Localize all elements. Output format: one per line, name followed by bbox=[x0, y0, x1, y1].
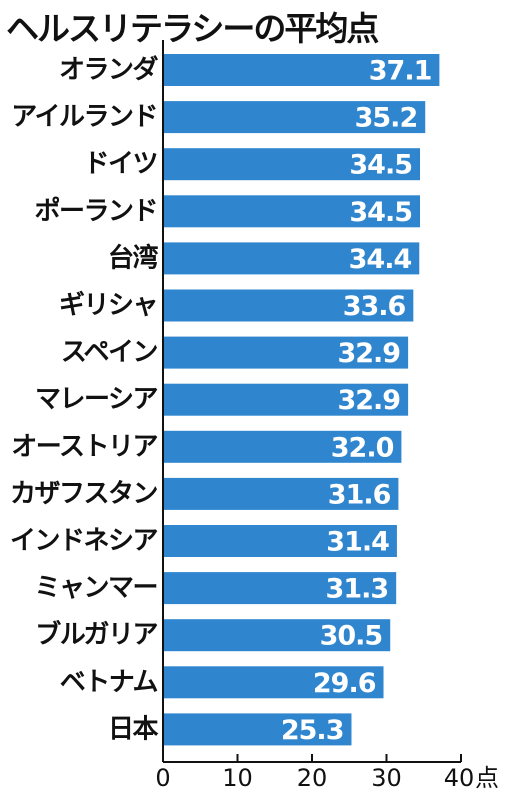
bar bbox=[163, 430, 402, 463]
bar bbox=[163, 383, 409, 416]
value-label: 33.6 bbox=[343, 291, 406, 322]
category-label: スペイン bbox=[61, 338, 158, 368]
bar bbox=[163, 195, 421, 228]
category-label: インドネシア bbox=[10, 526, 158, 556]
category-label: カザフスタン bbox=[10, 479, 158, 509]
category-label: マレーシア bbox=[35, 385, 157, 415]
value-label: 31.4 bbox=[326, 527, 389, 558]
bar bbox=[163, 619, 391, 652]
bar bbox=[163, 525, 397, 557]
x-tick-label: 40 bbox=[444, 764, 475, 792]
value-label: 34.4 bbox=[349, 244, 412, 275]
category-label: ベトナム bbox=[60, 667, 158, 697]
category-label: ポーランド bbox=[34, 195, 157, 226]
value-label: 31.6 bbox=[328, 479, 391, 510]
chart-title: ヘルスリテラシーの平均点 bbox=[6, 9, 379, 48]
bar bbox=[163, 666, 384, 699]
category-label: オーストリア bbox=[11, 432, 157, 462]
bar bbox=[163, 148, 421, 181]
x-tick-label: 0 bbox=[155, 764, 170, 792]
category-label: 台湾 bbox=[108, 242, 159, 273]
value-label: 25.3 bbox=[281, 715, 344, 746]
category-label: ドイツ bbox=[83, 149, 157, 179]
value-label: 29.6 bbox=[313, 668, 376, 699]
category-label: ブルガリア bbox=[35, 619, 157, 650]
x-tick-label: 20 bbox=[297, 764, 328, 792]
bar bbox=[163, 242, 420, 275]
bar bbox=[163, 713, 352, 746]
category-label: アイルランド bbox=[11, 102, 157, 132]
value-label: 31.3 bbox=[326, 574, 389, 605]
x-tick-label: 30 bbox=[371, 764, 402, 792]
bar bbox=[163, 54, 440, 86]
bars-group: オランダ 37.1 アイルランド 35.2 ドイツ 34.5 ポーランド 34.5 台湾 34.4… bbox=[10, 54, 440, 746]
bar bbox=[163, 289, 414, 322]
value-label: 35.2 bbox=[355, 103, 418, 134]
value-label: 37.1 bbox=[369, 56, 432, 87]
category-label: ミャンマー bbox=[34, 573, 157, 603]
bar bbox=[163, 101, 426, 134]
value-label: 32.9 bbox=[337, 385, 400, 416]
bar bbox=[163, 572, 397, 605]
value-label: 34.5 bbox=[349, 197, 412, 228]
x-axis-unit: 点 bbox=[475, 764, 499, 792]
value-label: 32.9 bbox=[337, 338, 400, 369]
x-axis: 0 10 20 30 40 点 bbox=[155, 40, 499, 792]
bar bbox=[163, 477, 399, 510]
value-label: 34.5 bbox=[349, 150, 412, 181]
category-label: オランダ bbox=[59, 54, 159, 85]
category-label: ギリシャ bbox=[59, 291, 157, 321]
bar bbox=[163, 336, 409, 369]
category-label: 日本 bbox=[108, 714, 159, 744]
x-tick-label: 10 bbox=[222, 764, 253, 792]
value-label: 32.0 bbox=[331, 432, 394, 463]
value-label: 30.5 bbox=[320, 621, 383, 652]
